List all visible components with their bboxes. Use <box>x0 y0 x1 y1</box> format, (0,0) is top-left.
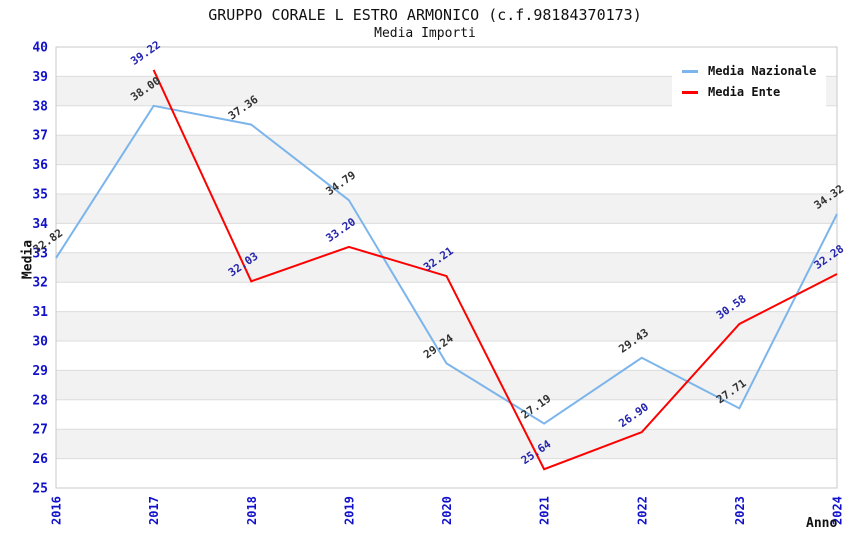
media-ente-line-swatch <box>682 90 698 94</box>
legend-item-media-nazionale: Media Nazionale <box>682 64 816 78</box>
plot-border <box>55 46 838 489</box>
x-tick-label: 2020 <box>440 496 454 525</box>
y-tick-label: 28 <box>32 393 48 408</box>
y-tick-label: 36 <box>32 158 48 173</box>
y-tick-label: 32 <box>32 276 48 291</box>
x-tick-label: 2016 <box>50 496 64 525</box>
y-tick-label: 29 <box>32 364 48 379</box>
x-tick-label: 2018 <box>245 496 259 525</box>
y-tick-label: 27 <box>32 423 48 438</box>
y-tick-label: 33 <box>32 246 48 261</box>
plot-band <box>56 458 837 488</box>
media-nazionale-line-swatch <box>682 69 698 73</box>
y-tick-label: 39 <box>32 70 48 85</box>
plot-band <box>56 311 837 341</box>
y-tick-label: 30 <box>32 335 48 350</box>
legend-item-media-ente: Media Ente <box>682 85 816 99</box>
plot-band <box>56 341 837 371</box>
plot-band <box>56 370 837 400</box>
x-axis-title: Anno <box>806 516 838 531</box>
plot-band <box>56 282 837 312</box>
plot-band <box>56 223 837 253</box>
y-tick-label: 35 <box>32 188 48 203</box>
plot-band <box>56 164 837 194</box>
x-tick-label: 2017 <box>147 496 161 525</box>
x-tick-label: 2023 <box>733 496 747 525</box>
y-tick-label: 34 <box>32 217 48 232</box>
series-line-media-ente <box>152 69 838 471</box>
y-tick-label: 31 <box>32 305 48 320</box>
y-tick-label: 37 <box>32 129 48 144</box>
y-tick-label: 25 <box>32 482 48 497</box>
x-tick-label: 2022 <box>635 496 649 525</box>
x-tick-label: 2024 <box>831 496 845 525</box>
plot-band <box>56 399 837 430</box>
plot-band <box>56 105 837 136</box>
y-tick-label: 40 <box>32 41 48 56</box>
chart-title: GRUPPO CORALE L ESTRO ARMONICO (c.f.9818… <box>208 6 642 24</box>
x-tick-label: 2019 <box>342 496 356 525</box>
plot-band <box>56 194 837 224</box>
plot-band <box>56 429 837 459</box>
legend-label-media-nazionale: Media Nazionale <box>708 64 817 78</box>
y-axis-title: Media <box>20 239 36 280</box>
series-line-media-nazionale <box>55 104 838 425</box>
legend-label-media-ente: Media Ente <box>708 85 781 99</box>
plot-band <box>56 135 837 165</box>
legend: Media Nazionale Media Ente <box>672 56 827 109</box>
chart-subtitle: Media Importi <box>374 26 476 41</box>
y-tick-label: 38 <box>32 99 48 114</box>
y-tick-label: 26 <box>32 452 48 467</box>
x-tick-label: 2021 <box>538 496 552 525</box>
